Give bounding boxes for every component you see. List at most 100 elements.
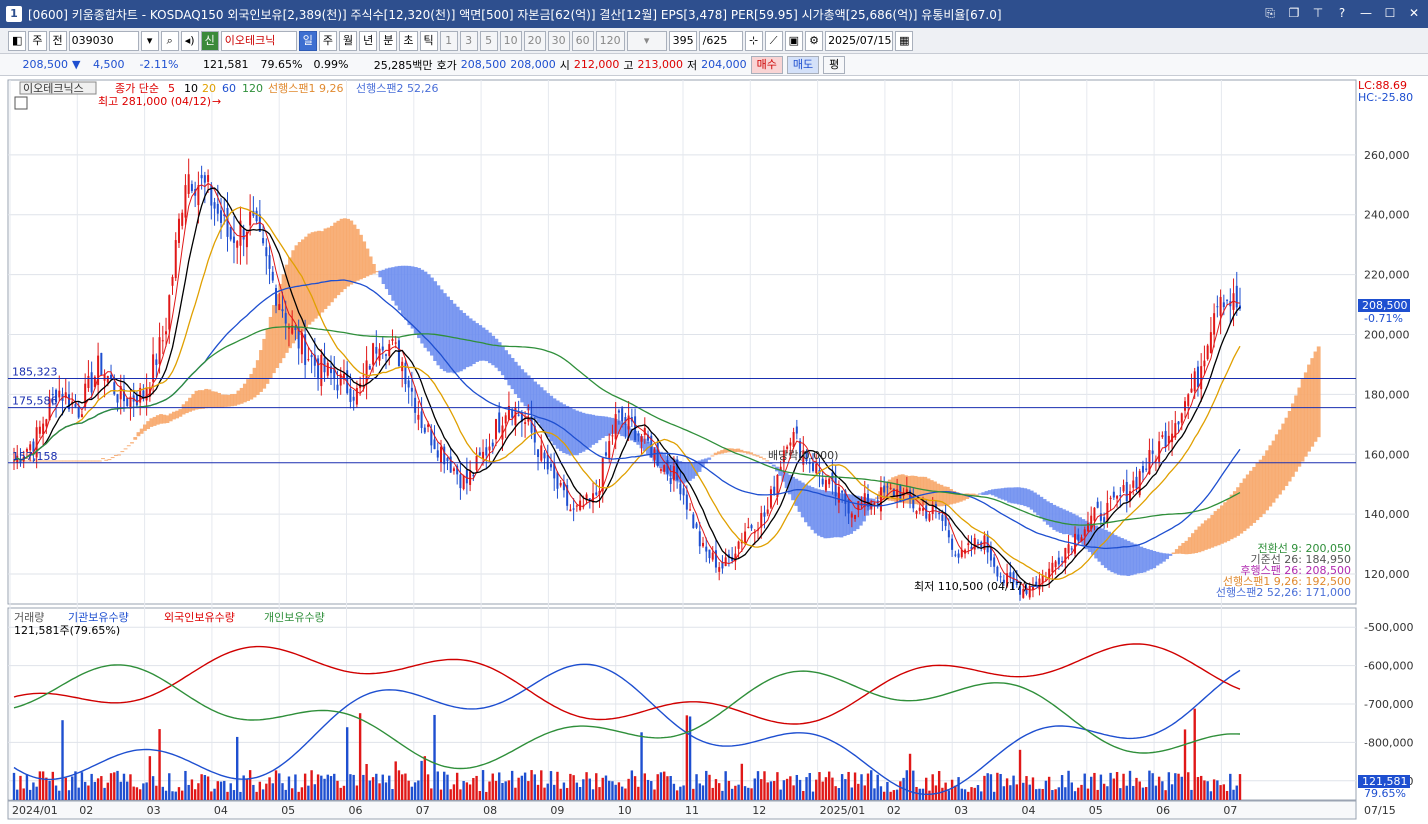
save-icon[interactable]: ▣ [784,30,804,51]
volume-bar [1164,790,1167,800]
price-panel[interactable] [7,79,1357,605]
volume-bar [430,788,433,800]
chart-area[interactable]: 185,323 175,586 157,158 260,000 240,000 220,… [0,77,1428,821]
ichimoku-cloud-band [820,489,824,538]
candle-body [77,407,80,418]
period-unit-select[interactable]: 주 [28,30,47,51]
link-icon[interactable]: ⎘ [1265,6,1275,20]
minute-option[interactable]: 30 [547,30,570,51]
ichimoku-cloud-band [707,457,712,460]
volume-bar [527,781,530,800]
candle-body [465,469,468,484]
ichimoku-cloud-band [162,414,167,424]
current-price: 208,500 [22,58,69,71]
candle-body [782,450,785,463]
copy-icon[interactable]: ❐ [1288,6,1300,20]
legend-ma20[interactable]: 20 [202,82,216,95]
ichimoku-cloud-band [894,476,899,503]
stock-code-input[interactable]: 039030 [68,30,139,51]
minute-option[interactable]: 60 [571,30,594,51]
tab-tick[interactable]: 틱 [419,30,438,51]
search-icon[interactable]: ⌕ [160,30,179,51]
calendar-icon[interactable]: ▦ [895,30,914,51]
chevron-down-icon[interactable]: ▾ [140,30,159,51]
candle-body [1209,332,1212,354]
close-icon[interactable]: ✕ [1408,6,1420,20]
minute-option[interactable]: 120 [595,30,625,51]
layout-icon[interactable]: ◧ [8,30,27,51]
minute-option[interactable]: 10 [499,30,522,51]
legend-ma5[interactable]: 5 [168,82,175,95]
tab-second[interactable]: 초 [399,30,418,51]
minute-option[interactable]: 3 [459,30,478,51]
legend-ma10[interactable]: 10 [184,82,198,95]
legend-institution[interactable]: 기관보유수량 [68,611,129,624]
legend-volume[interactable]: 거래량 [14,611,44,624]
sell-button[interactable]: 매도 [786,55,820,74]
candle-body [993,557,996,567]
tab-minute[interactable]: 분 [379,30,398,51]
volume-bar [937,770,941,800]
legend-individual[interactable]: 개인보유수량 [264,611,325,624]
candle-body [1196,366,1199,387]
candle-body [711,552,714,560]
volume-bar [1199,775,1203,800]
maximize-icon[interactable]: ☐ [1384,6,1396,20]
volume-bar [1093,772,1096,800]
legend-ma120[interactable]: 120 [242,82,263,95]
pin-icon[interactable]: ⊤ [1312,6,1324,20]
tab-week[interactable]: 주 [318,30,338,51]
custom-period-select[interactable]: ▾ [626,30,667,51]
prev-button[interactable]: 전 [48,30,67,51]
tab-year[interactable]: 년 [359,30,378,51]
volume-bar [1025,776,1028,800]
minute-option[interactable]: 5 [479,30,498,51]
minimize-icon[interactable]: — [1360,6,1372,20]
legend-ma-label[interactable]: 종가 단순 [115,82,159,95]
ichimoku-cloud-band [1126,540,1131,576]
candle-body [614,414,617,440]
candle-body [1057,557,1060,565]
candle-body [1038,578,1041,590]
gear-icon[interactable]: ⚙ [805,30,824,51]
candle-body [569,509,572,512]
candle-body [116,394,119,403]
tool-icon[interactable]: ⟋ [764,30,783,51]
ichimoku-cloud-band [236,390,241,405]
minute-option[interactable]: 1 [439,30,458,51]
ichimoku-cloud-band [600,416,605,438]
data-count-input[interactable]: 395 [668,30,697,51]
volume-bar [16,789,19,800]
crosshair-icon[interactable]: ⊹ [744,30,763,51]
legend-ma60[interactable]: 60 [222,82,236,95]
volume-bar [792,785,795,800]
help-icon[interactable]: ? [1338,6,1346,20]
eval-button[interactable]: 평 [823,55,846,74]
speaker-icon[interactable]: ◂) [180,30,199,51]
ichimoku-cloud-band [297,242,302,336]
date-input[interactable]: 2025/07/15 [825,30,894,51]
price-chart-svg[interactable]: 185,323 175,586 157,158 260,000 240,000 220,… [0,77,1428,821]
tab-month[interactable]: 월 [339,30,358,51]
buy-button[interactable]: 매수 [750,55,783,74]
table-icon[interactable] [14,96,28,110]
volume-bar [1031,777,1035,800]
candle-body [181,212,184,226]
volume-bar [679,786,682,800]
candle-body [989,547,992,561]
minute-option[interactable]: 20 [523,30,546,51]
candle-body [507,405,510,420]
legend-span2[interactable]: 선행스팬2 52,26 [356,82,438,95]
app-icon[interactable]: 1 [6,6,22,22]
candle-body [106,376,109,383]
legend-span1[interactable]: 선행스팬1 9,26 [268,82,343,95]
ichimoku-cloud-band [1007,487,1012,503]
volume-bar [931,774,934,800]
legend-stock-name[interactable]: 이오테크닉스 [23,82,84,95]
volume-bar [1232,789,1235,800]
ichimoku-cloud-band [46,460,51,462]
volume-bar [320,775,323,800]
ichimoku-cloud-band [1036,494,1041,516]
legend-foreign[interactable]: 외국인보유수량 [164,611,235,624]
tab-day[interactable]: 일 [298,30,317,51]
